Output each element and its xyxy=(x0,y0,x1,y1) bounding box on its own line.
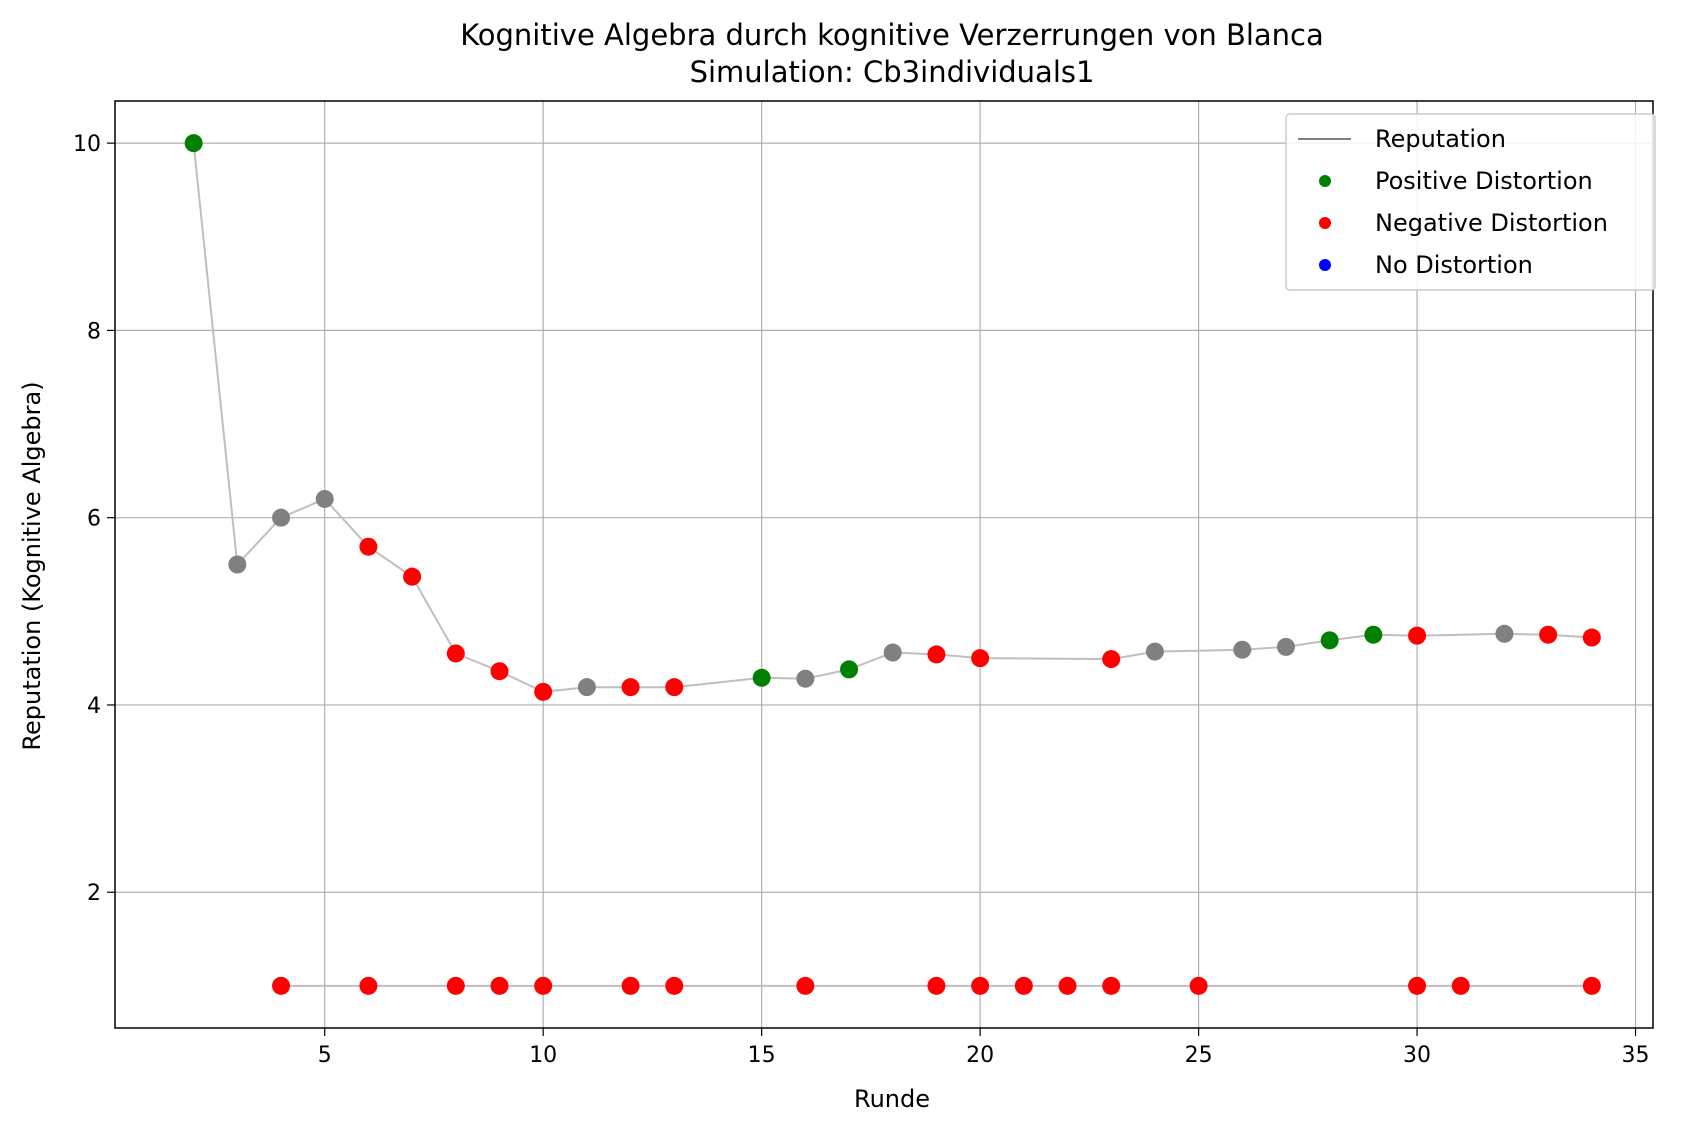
y-tick-label: 4 xyxy=(87,694,101,719)
plot-frame xyxy=(114,100,1654,1029)
data-point xyxy=(1145,642,1164,661)
data-points xyxy=(184,134,1601,995)
y-axis-label: Reputation (Kognitive Algebra) xyxy=(18,381,46,750)
data-point xyxy=(1451,976,1470,995)
data-point xyxy=(315,489,334,508)
data-point xyxy=(665,976,684,995)
chart-title: Kognitive Algebra durch kognitive Verzer… xyxy=(460,18,1324,52)
data-point xyxy=(446,976,465,995)
legend-box xyxy=(1285,113,1656,291)
data-point xyxy=(534,682,553,701)
data-point xyxy=(621,976,640,995)
data-point xyxy=(927,645,946,664)
x-axis-label: Runde xyxy=(854,1085,930,1113)
grid xyxy=(115,101,1653,1028)
data-point xyxy=(359,976,378,995)
data-point xyxy=(1233,640,1252,659)
data-point xyxy=(1582,628,1601,647)
data-point xyxy=(1408,976,1427,995)
data-point xyxy=(665,678,684,697)
axis-ticks: 5 10 15 20 25 30 35 2 4 6 8 10 xyxy=(73,132,1650,1068)
data-point xyxy=(534,976,553,995)
y-tick-label: 6 xyxy=(87,507,101,532)
data-point xyxy=(403,567,422,586)
data-point xyxy=(1495,624,1514,643)
x-tick-label: 10 xyxy=(529,1043,557,1068)
data-point xyxy=(1014,976,1033,995)
data-point xyxy=(883,643,902,662)
legend-label: Negative Distortion xyxy=(1375,209,1608,237)
x-tick-label: 35 xyxy=(1622,1043,1650,1068)
data-point xyxy=(228,555,247,574)
data-point xyxy=(1320,631,1339,650)
legend: Reputation Positive Distortion Negative Di… xyxy=(1285,113,1656,291)
data-point xyxy=(1189,976,1208,995)
data-point xyxy=(971,976,990,995)
data-point xyxy=(1364,625,1383,644)
data-point xyxy=(1102,976,1121,995)
y-tick-label: 8 xyxy=(87,319,101,344)
y-tick-label: 10 xyxy=(73,132,101,157)
series-line xyxy=(192,142,1592,693)
data-point xyxy=(621,678,640,697)
y-tick-label: 2 xyxy=(87,881,101,906)
data-point xyxy=(927,976,946,995)
data-point xyxy=(1102,650,1121,669)
chart-subtitle: Simulation: Cb3individuals1 xyxy=(690,55,1095,89)
data-point xyxy=(490,662,509,681)
legend-label: Reputation xyxy=(1375,125,1506,153)
legend-label: No Distortion xyxy=(1375,251,1533,279)
data-point xyxy=(796,976,815,995)
legend-dot-marker xyxy=(1319,259,1331,271)
data-point xyxy=(971,649,990,668)
data-point xyxy=(446,644,465,663)
data-point xyxy=(840,660,859,679)
data-point xyxy=(1408,626,1427,645)
data-point xyxy=(752,668,771,687)
x-tick-label: 15 xyxy=(748,1043,776,1068)
x-tick-label: 25 xyxy=(1185,1043,1213,1068)
data-point xyxy=(577,678,596,697)
data-point xyxy=(796,669,815,688)
data-point xyxy=(1058,976,1077,995)
x-tick-label: 20 xyxy=(966,1043,994,1068)
x-tick-label: 30 xyxy=(1403,1043,1431,1068)
data-point xyxy=(1276,637,1295,656)
data-point xyxy=(1539,625,1558,644)
data-point xyxy=(272,976,291,995)
data-point xyxy=(272,508,291,527)
data-point xyxy=(1582,976,1601,995)
data-point xyxy=(184,134,203,153)
legend-dot-marker xyxy=(1319,175,1331,187)
data-point xyxy=(359,537,378,556)
legend-dot-marker xyxy=(1319,217,1331,229)
x-tick-label: 5 xyxy=(318,1043,332,1068)
data-point xyxy=(490,976,509,995)
legend-label: Positive Distortion xyxy=(1375,167,1593,195)
